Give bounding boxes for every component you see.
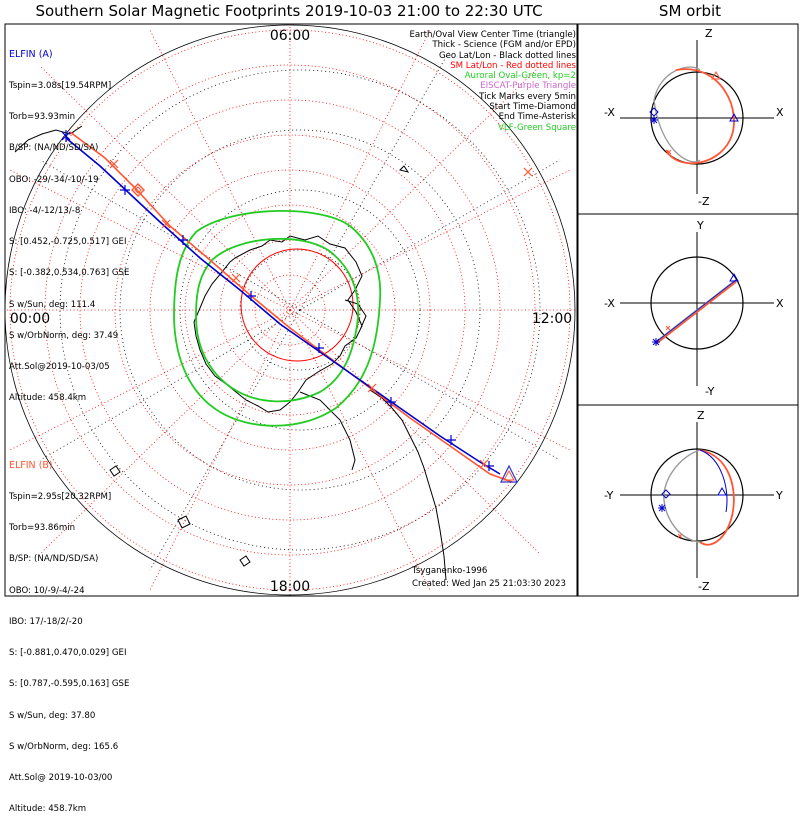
elfin-b-line: S: [-0.881,0.470,0.029] GEI — [9, 648, 127, 659]
elfin-b-header: ELFIN (B) — [9, 459, 53, 471]
elfin-a-header: ELFIN (A) — [9, 48, 53, 60]
page-title: Southern Solar Magnetic Footprints 2019-… — [35, 2, 543, 20]
sm-polar-circle — [240, 248, 354, 362]
mlt-label-top: 06:00 — [270, 28, 310, 44]
orbit-panel-xy: Y -Y -X X — [604, 219, 784, 398]
orbit-panel-3-bottom-label: -Z — [698, 580, 710, 593]
elfin-a-info: ELFIN (A) Tspin=3.08s[19.54RPM] Torb=93.… — [9, 29, 129, 414]
elfin-b-line: IBO: 17/-18/2/-20 — [9, 616, 83, 627]
legend-item: EISCAT-Purple Triangle — [480, 81, 576, 92]
legend-item: Start Time-Diamond — [489, 102, 576, 113]
legend-item: Earth/Oval View Center Time (triangle) — [409, 30, 576, 40]
orbit-panel-2-right-label: X — [776, 297, 784, 310]
mlt-label-right: 12:00 — [532, 311, 572, 327]
elfin-b-line: Altitude: 458.7km — [9, 804, 87, 815]
legend: Earth/Oval View Center Time (triangle) T… — [409, 30, 576, 133]
orbit-panel-1-left-label: -X — [604, 106, 615, 119]
orbit-panel-3-left-label: -Y — [604, 489, 614, 502]
elfin-b-line: Att.Sol@ 2019-10-03/00 — [9, 773, 113, 783]
model-label: Tsyganenko-1996 — [412, 566, 488, 576]
legend-item: End Time-Asterisk — [498, 112, 576, 123]
mlt-label-bottom: 18:00 — [270, 579, 310, 595]
elfin-b-ticks — [109, 159, 533, 469]
polar-map: 06:00 00:00 12:00 18:00 — [5, 24, 577, 596]
orbit-panel-1-bottom-label: -Z — [698, 195, 710, 208]
orbit-panel-xz: Z -Z -X X — [604, 27, 784, 208]
elfin-b-start-diamond-inner — [134, 186, 142, 194]
legend-item: Tick Marks every 5min — [479, 91, 576, 102]
elfin-a-end-asterisk — [61, 130, 71, 142]
orbit-frame — [577, 23, 799, 597]
elfin-a-line: Torb=93.93min — [9, 112, 76, 123]
elfin-a-line: Altitude: 458.4km — [9, 393, 87, 404]
elfin-a-track — [65, 137, 501, 475]
orbit-panel-yz: Z -Z -Y Y — [604, 409, 783, 593]
elfin-b-info: ELFIN (B) Tspin=2.95s[20.32RPM] Torb=93.… — [9, 440, 129, 825]
globe-limb — [5, 24, 576, 596]
view-center-triangle — [500, 464, 518, 483]
orbit-panel-1-top-label: Z — [705, 27, 713, 40]
elfin-b-track — [69, 131, 513, 483]
orbit-title: SM orbit — [658, 2, 722, 20]
sm-grid — [5, 24, 577, 596]
elfin-a-line: S w/OrbNorm, deg: 37.49 — [9, 330, 119, 341]
legend-item: VLF-Green Square — [497, 122, 576, 133]
elfin-b-line: S w/OrbNorm, deg: 165.6 — [9, 741, 119, 752]
legend-item: Geo Lat/Lon - Black dotted lines — [438, 50, 576, 61]
legend-item: Auroral Oval-Green, kp=2 — [464, 71, 576, 82]
islands — [109, 165, 410, 567]
view-center-triangle-inner — [503, 469, 515, 481]
legend-item: Thick - Science (FGM and/or EPD) — [432, 40, 576, 51]
elfin-a-ticks — [120, 185, 494, 471]
elfin-a-line: S: [-0.382,0.534,0.763] GSE — [9, 268, 130, 279]
plot-canvas: 06:00 00:00 12:00 18:00 Z -Z -X X Y -Y — [4, 23, 799, 597]
mlt-label-left: 00:00 — [10, 311, 50, 327]
elfin-a-line: OBO: -29/-34/-10/-19 — [9, 174, 99, 185]
elfin-b-line: B/SP: (NA/ND/SD/SA) — [9, 554, 99, 565]
elfin-a-line: Att.Sol@2019-10-03/05 — [9, 362, 110, 372]
elfin-a-line: Tspin=3.08s[19.54RPM] — [9, 81, 112, 92]
elfin-a-line: B/SP: (NA/ND/SD/SA) — [9, 143, 99, 154]
orbit-panel-2-top-label: Y — [696, 219, 704, 232]
elfin-b-line: S w/Sun, deg: 37.80 — [9, 710, 96, 721]
legend-item: SM Lat/Lon - Red dotted lines — [450, 60, 576, 71]
orbit-panel-3-top-label: Z — [697, 409, 705, 422]
elfin-a-line: S w/Sun, deg: 111.4 — [9, 299, 96, 310]
created-label: Created: Wed Jan 25 21:03:30 2023 — [412, 579, 566, 589]
elfin-b-line: Torb=93.86min — [9, 523, 76, 534]
orbit-panel-2-left-label: -X — [604, 297, 615, 310]
south-america-coast — [369, 389, 447, 581]
elfin-b-line: S: [0.787,-0.595,0.163] GSE — [9, 679, 130, 690]
auroral-oval-outer — [173, 210, 382, 427]
elfin-b-line: Tspin=2.95s[20.32RPM] — [9, 492, 112, 503]
elfin-b-start-diamond — [131, 183, 145, 197]
orbit-panel-3-right-label: Y — [775, 489, 783, 502]
antarctica-coastline — [193, 235, 367, 471]
auroral-oval-inner — [195, 237, 360, 403]
orbit-panel-2-bottom-label: -Y — [705, 385, 715, 398]
elfin-a-line: IBO: -4/-12/13/-8 — [9, 205, 81, 216]
elfin-a-line: S: [0.452,-0.725,0.517] GEI — [9, 237, 127, 248]
elfin-b-line: OBO: 10/-9/-4/-24 — [9, 585, 85, 596]
orbit-panel-1-right-label: X — [776, 106, 784, 119]
